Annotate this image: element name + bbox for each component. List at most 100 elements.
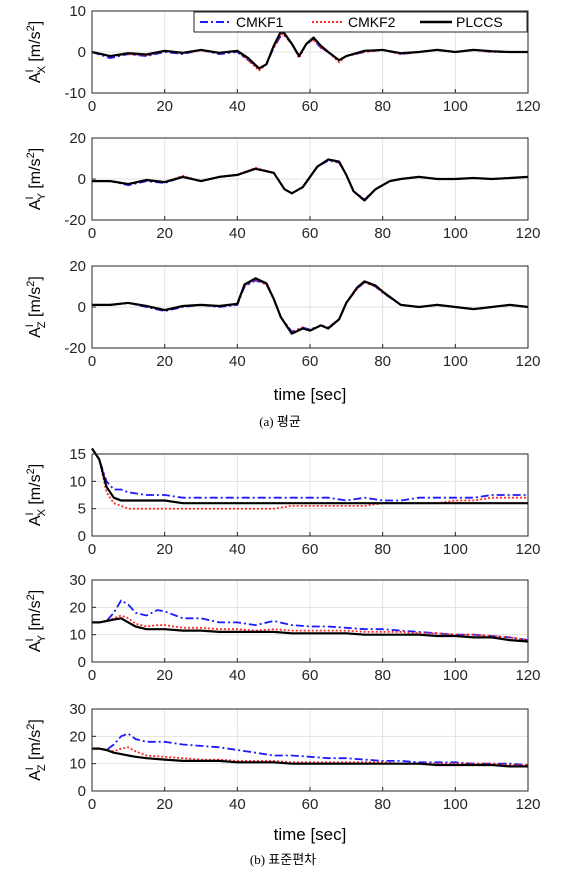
series-line-plccs [91,30,528,70]
x-tick-label: 40 [229,225,246,242]
y-axis-label-part: X [36,508,48,516]
x-tick-label: 80 [374,98,391,115]
x-tick-label: 60 [302,541,319,558]
y-axis-label-part: ] [27,148,44,152]
x-tick-label: 120 [515,667,540,684]
x-tick-label: 40 [229,541,246,558]
x-tick-label: 80 [374,353,391,370]
y-tick-label: 10 [69,473,86,490]
y-axis-label-part: [m/s [27,474,44,509]
y-axis-label-part: Y [36,634,48,642]
y-tick-label: 15 [69,446,86,463]
x-tick-label: 120 [515,225,540,242]
x-tick-label: 0 [88,98,96,115]
y-tick-label: 30 [69,701,86,718]
y-axis-label-part: ] [27,719,44,723]
y-axis-label-part: Y [36,192,48,200]
x-tick-label: 120 [515,796,540,813]
x-tick-label: 80 [374,541,391,558]
x-tick-label: 20 [156,541,173,558]
chart-std-y: 0 20 40 60 80 100 120 0 10 20 30 AIY [m/s2] [24,572,541,684]
series-line-cmkf1 [92,732,529,766]
y-tick-label: 0 [78,44,86,61]
xlabel-std: time [sec] [274,825,347,844]
y-axis-label-part: X [36,65,48,73]
y-axis-label-part: 2 [25,468,37,474]
y-axis-label-part: I [24,512,36,515]
y-axis-label-part: Z [36,764,48,771]
y-axis-label-part: I [24,196,36,199]
y-tick-label: 20 [69,130,86,147]
x-tick-label: 100 [443,225,468,242]
y-tick-label: -20 [64,212,86,229]
x-tick-label: 100 [443,796,468,813]
series-line-plccs [92,747,528,768]
y-axis-label-part: A [27,770,44,781]
x-tick-label: 100 [443,541,468,558]
y-tick-label: 10 [69,627,86,644]
x-tick-label: 60 [302,98,319,115]
y-axis-label-part: I [24,69,36,72]
x-tick-label: 100 [443,667,468,684]
x-tick-label: 60 [302,667,319,684]
x-tick-label: 60 [302,353,319,370]
x-tick-label: 0 [88,541,96,558]
y-tick-label: 0 [78,783,86,800]
x-tick-label: 20 [156,98,173,115]
chart-std-z: 0 20 40 60 80 100 120 0 10 20 30 AIZ [m/s2] [24,701,541,813]
y-axis-label: AIZ [m/s2] [24,276,48,338]
x-tick-label: 80 [374,796,391,813]
series-line-plccs [92,277,529,335]
x-tick-label: 80 [374,667,391,684]
y-tick-label: 20 [69,728,86,745]
caption-std: (b) 표준편차 [250,852,316,867]
y-axis-label-part: A [27,72,44,83]
y-axis-label-part: [m/s [27,287,44,322]
y-axis-label: AIZ [m/s2] [24,719,48,781]
y-axis-label-part: 2 [25,724,37,730]
y-axis-label-part: I [24,767,36,770]
y-axis-label-part: A [27,327,44,338]
x-tick-label: 20 [156,225,173,242]
legend-label-plccs: PLCCS [456,14,503,30]
y-tick-label: 0 [78,528,86,545]
x-tick-label: 0 [88,225,96,242]
legend-label-cmkf2: CMKF2 [348,14,396,30]
x-tick-label: 40 [229,353,246,370]
y-axis-label-part: A [27,199,44,210]
y-axis-label-part: [m/s [27,730,44,765]
y-axis-label: AIX [m/s2] [24,464,48,526]
x-tick-label: 0 [88,796,96,813]
series-line-cmkf2 [92,746,528,766]
x-tick-label: 120 [515,541,540,558]
y-tick-label: 20 [69,258,86,275]
legend-box [193,11,528,33]
y-axis-label-part: 2 [25,594,37,600]
x-tick-label: 60 [302,225,319,242]
x-tick-label: 120 [515,98,540,115]
y-tick-label: 30 [69,572,86,589]
y-axis-label-part: ] [27,21,44,25]
y-tick-label: -10 [64,85,86,102]
caption-mean: (a) 평균 [259,414,301,429]
x-tick-label: 40 [229,796,246,813]
y-axis-label-part: ] [27,590,44,594]
y-axis-label-part: A [27,641,44,652]
x-tick-label: 60 [302,796,319,813]
legend: CMKF1 CMKF2 PLCCS [193,11,528,33]
y-axis-label-part: ] [27,276,44,280]
y-axis-label: AIX [m/s2] [24,21,48,83]
y-axis-label-part: I [24,638,36,641]
y-tick-label: 0 [78,654,86,671]
x-tick-label: 120 [515,353,540,370]
series-line-cmkf2 [92,614,529,641]
y-axis-label-part: 2 [25,152,37,158]
x-tick-label: 100 [443,353,468,370]
x-tick-label: 20 [156,796,173,813]
series-line-plccs [92,158,529,202]
y-axis-label-part: [m/s [27,31,44,66]
